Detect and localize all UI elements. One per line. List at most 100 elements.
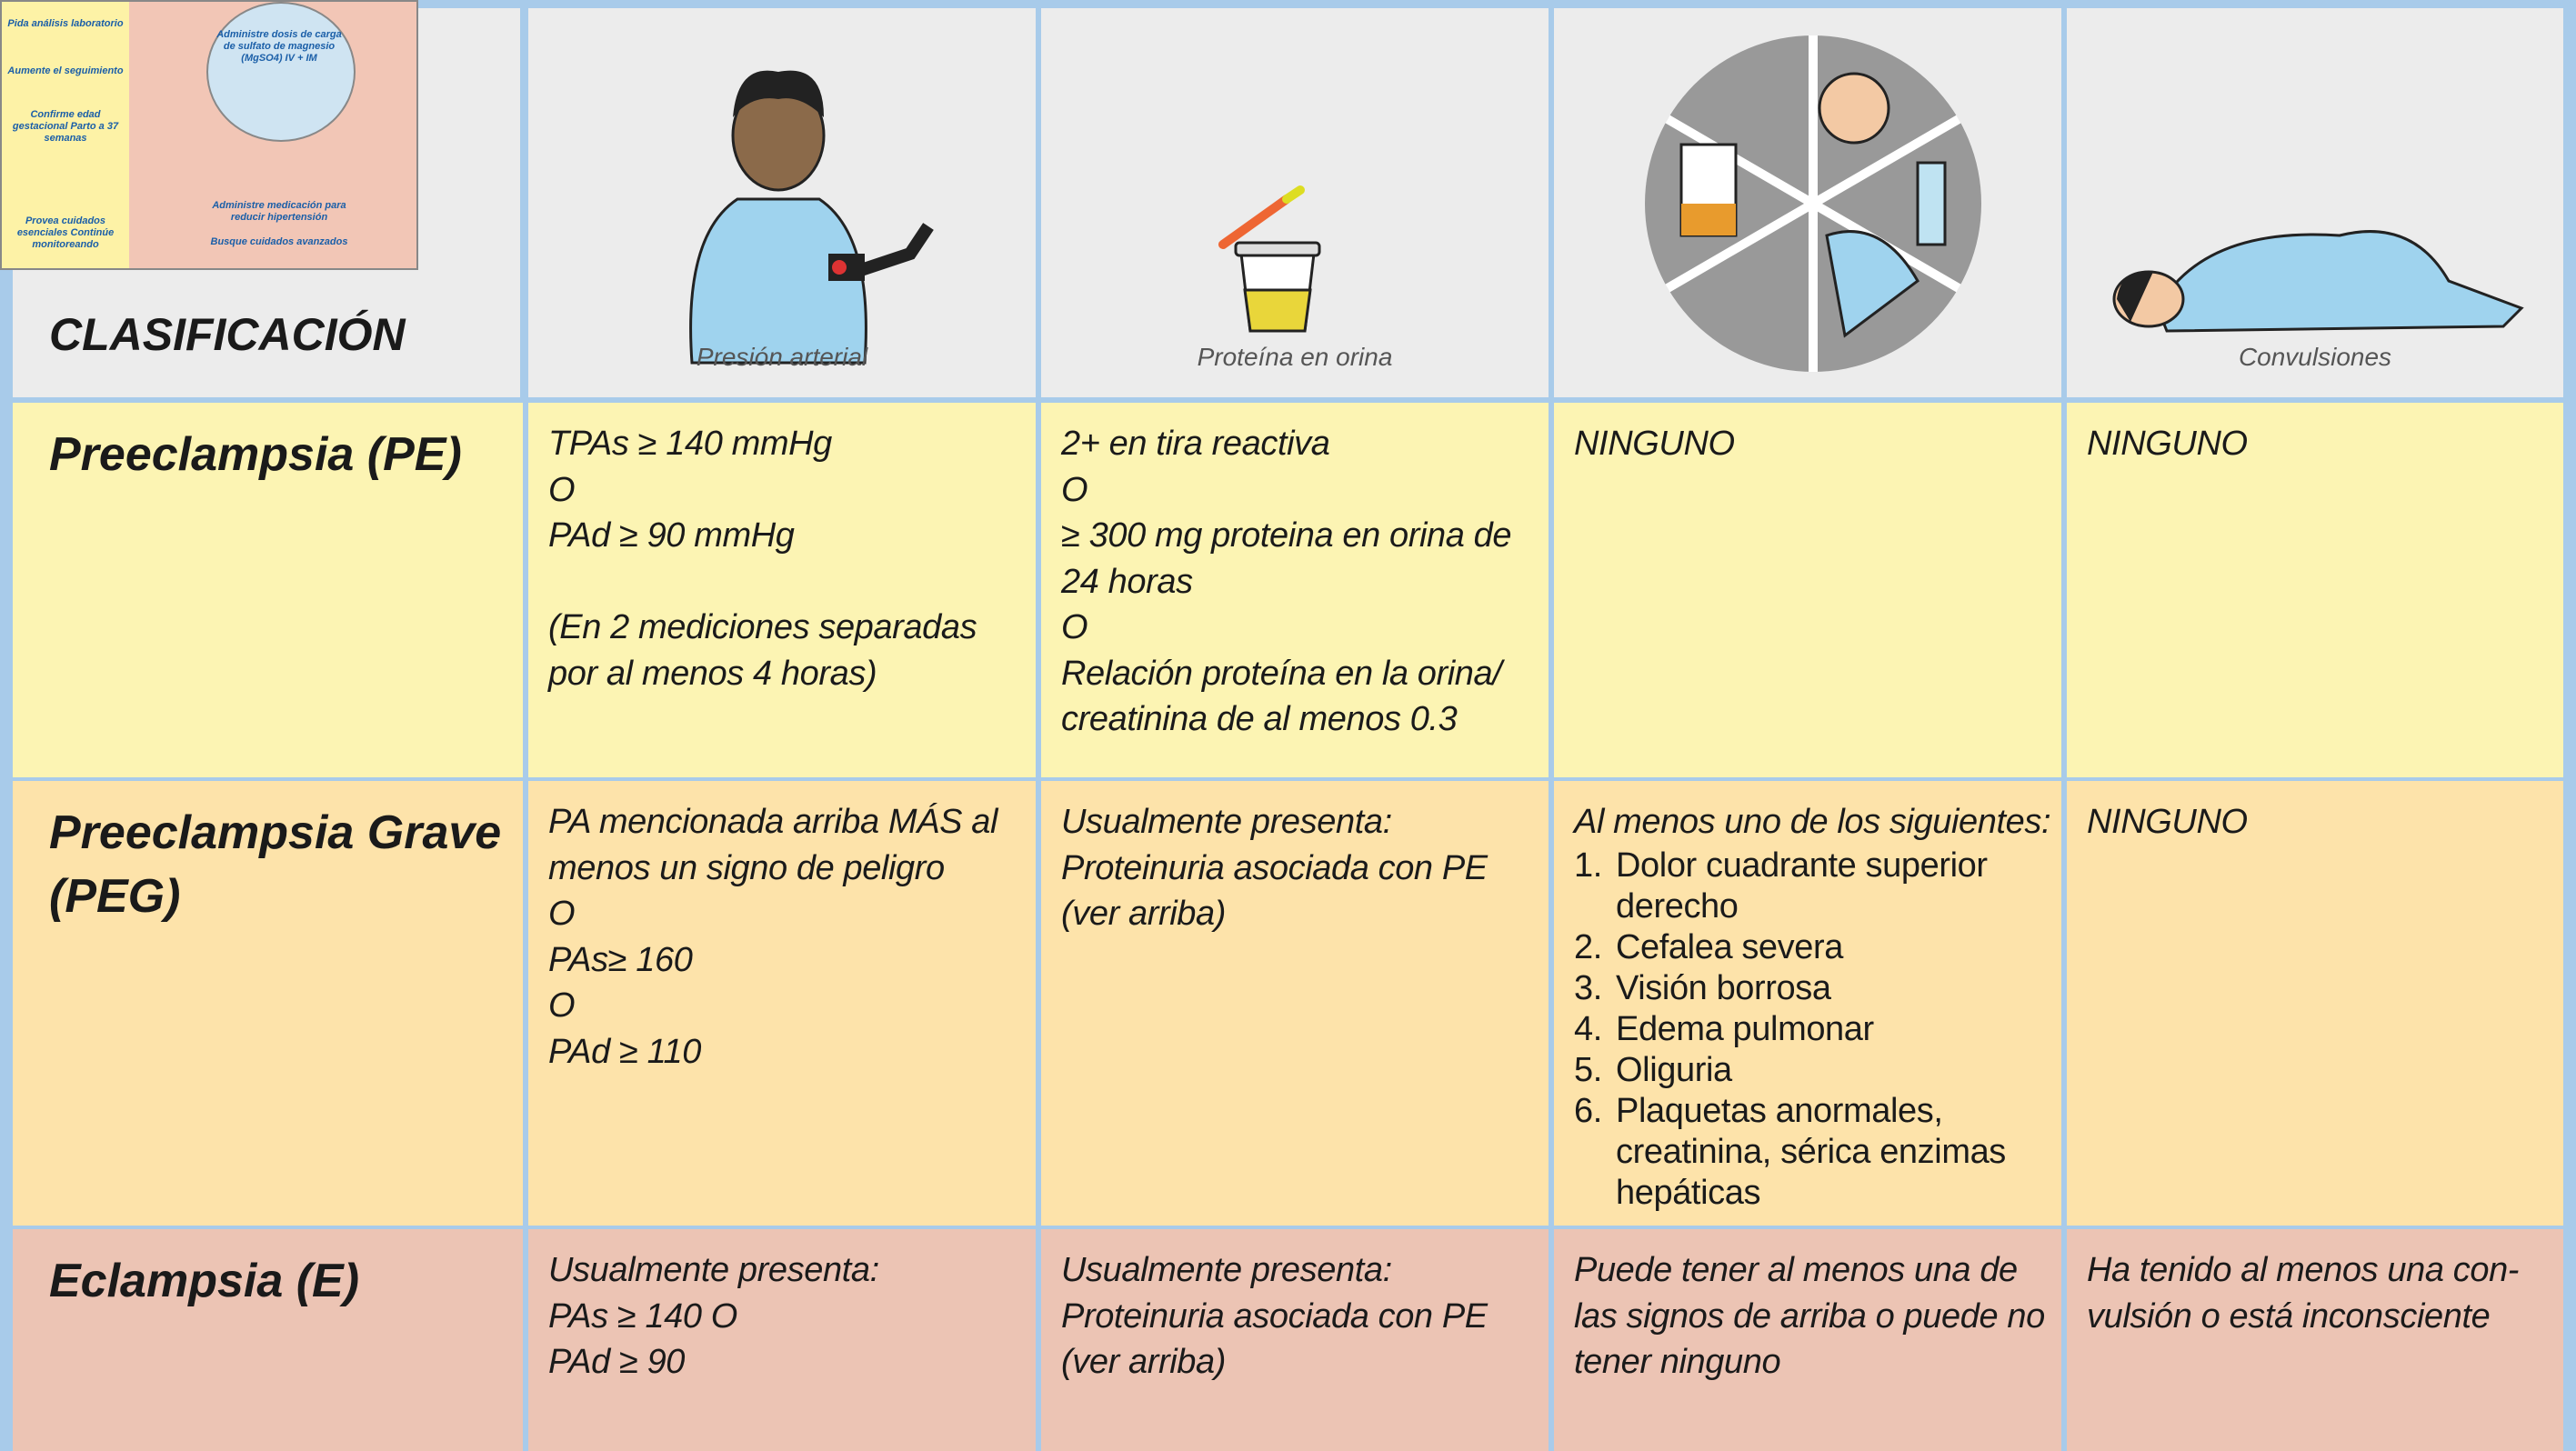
text-line: (ver arriba) [1061,1343,1227,1381]
table-cell: 2+ en tira reactiva O ≥ 300 mg proteina en… [1041,403,1549,777]
paragraph: PA mencionada arriba MÁS al menos un sign… [548,799,1036,1075]
list-item: 2. Cefalea severa [1574,927,2061,968]
table-cell: Usualmente presenta: PAs ≥ 140 O PAd ≥ 90 [528,1229,1036,1451]
text-line: PAs ≥ 140 O [548,1296,737,1336]
paragraph: TPAs ≥ 140 mmHg O PAd ≥ 90 mmHg [548,421,1036,559]
thumbnail-text: Provea cuidados esenciales Continúe moni… [16,215,115,250]
text-line: (En 2 mediciones separadas [548,608,977,646]
thumbnail-text: Administre dosis de carga de sulfato de … [216,29,342,64]
paragraph: Al menos uno de los siguientes: [1574,799,2061,846]
text-line: creatinina, sérica enzimas [1616,1132,2006,1171]
row-label: Eclampsia (E) [49,1255,360,1307]
text-line: NINGUNO [2087,803,2248,841]
table-cell: Usualmente presenta: Proteinuria asociada… [1041,1229,1549,1451]
list-number: 4. [1574,1009,1602,1048]
list-item: 6. Plaquetas anormales, creatinina, sérica… [1574,1091,2061,1214]
header-cell [1554,8,2061,397]
text-line: 24 horas [1061,562,1193,601]
caption: Proteína en orina [1197,343,1393,371]
classification-heading: CLASIFICACIÓN [49,309,406,360]
text-line: Visión borrosa [1616,968,1831,1007]
paragraph: (En 2 mediciones separadas por al menos 4… [548,605,1036,696]
header-cell: Proteína en orina [1041,8,1549,397]
table-cell: Ha tenido al menos una con-vulsión o est… [2067,1229,2563,1451]
table-cell: NINGUNO [1554,403,2061,777]
urine-illustration [1218,185,1321,333]
text-line: derecho [1616,886,1739,926]
text-line: TPAs ≥ 140 mmHg [548,425,832,463]
danger-signs-illustration [1645,35,1981,372]
text-line: Usualmente presenta: [1061,1251,1392,1289]
header-cell: Convulsiones [2067,8,2563,397]
list-item: 1. Dolor cuadrante superior derecho [1574,846,2061,927]
text-line: Cefalea severa [1616,927,1843,966]
text-line: O [548,470,576,509]
thumbnail-text: Pida análisis laboratorio [7,18,124,29]
paragraph: Usualmente presenta: Proteinuria asociada… [1061,1247,1549,1386]
thumbnail-text: Aumente el seguimiento [7,65,124,76]
caption: Presión arterial [696,343,868,371]
text-line: Oliguria [1616,1050,1732,1089]
list-number: 1. [1574,846,1602,885]
paragraph: Ha tenido al menos una con-vulsión o est… [2087,1247,2563,1339]
text-line: las signos de arriba o puede no [1574,1296,2045,1336]
paragraph: Usualmente presenta: Proteinuria asociada… [1061,799,1549,937]
text-line: Relación proteína en la orina/ [1061,654,1502,693]
text-line: Puede tener al menos una de [1574,1251,2018,1289]
thumbnail-circle [206,2,356,142]
text-line: O [1061,470,1088,509]
text-line: PAd ≥ 90 [548,1343,686,1381]
text-line: Usualmente presenta: [1061,803,1392,841]
table-cell: PA mencionada arriba MÁS al menos un sign… [528,781,1036,1226]
list-text: Edema pulmonar [1616,1009,1874,1050]
table-cell: Puede tener al menos una de las signos de… [1554,1229,2061,1451]
text-line: tener ninguno [1574,1343,1781,1381]
table-cell: NINGUNO [2067,781,2563,1226]
text-line: (ver arriba) [1061,895,1227,933]
list-item: 3. Visión borrosa [1574,968,2061,1009]
text-line: O [548,895,576,933]
text-line: por al menos 4 horas) [548,654,877,693]
paragraph: Puede tener al menos una de las signos de… [1574,1247,2061,1386]
table-cell: Al menos uno de los siguientes: 1. Dolor c… [1554,781,2061,1226]
table-cell: TPAs ≥ 140 mmHg O PAd ≥ 90 mmHg (En 2 medic… [528,403,1036,777]
row-label-cell: Eclampsia (E) [13,1229,523,1451]
text-line: PAd ≥ 90 mmHg [548,516,795,555]
text-line: Proteinuria asociada con PE [1061,848,1488,887]
text-line: O [548,986,576,1025]
row-label: (PEG) [49,870,181,923]
text-line: NINGUNO [1574,425,1735,463]
list-number: 3. [1574,968,1602,1007]
text-line: Dolor cuadrante superior [1616,846,1988,885]
table-cell: NINGUNO [2067,403,2563,777]
text-line: O [1061,608,1088,646]
text-line: menos un signo de peligro [548,848,945,887]
text-line: Al menos uno de los siguientes: [1574,803,2051,841]
list-number: 2. [1574,927,1602,966]
row-label: Preeclampsia Grave [49,806,502,859]
list-text: Plaquetas anormales, creatinina, sérica e… [1616,1091,2006,1214]
paragraph: 2+ en tira reactiva O ≥ 300 mg proteina en… [1061,421,1549,743]
text-line: 2+ en tira reactiva [1061,425,1330,463]
text-line: NINGUNO [2087,425,2248,463]
list-text: Oliguria [1616,1050,1732,1091]
paragraph: NINGUNO [2087,421,2563,467]
row-label: Preeclampsia (PE) [49,428,462,481]
caption: Convulsiones [2238,343,2392,371]
list-text: Dolor cuadrante superior derecho [1616,846,1988,927]
text-line: Ha tenido al menos una con- [2087,1251,2520,1289]
thumbnail-column [2,2,129,268]
text-line: hepáticas [1616,1173,1761,1212]
paragraph: NINGUNO [1574,421,2061,467]
text-line: Usualmente presenta: [548,1251,879,1289]
row-label-cell: Preeclampsia (PE) [13,403,523,777]
thumbnail: Pida análisis laboratorio Aumente el seg… [0,0,418,270]
text-line: Plaquetas anormales, [1616,1091,1943,1130]
text-line: PA mencionada arriba MÁS al [548,803,997,841]
list-number: 6. [1574,1091,1602,1130]
list-text: Visión borrosa [1616,968,1831,1009]
row-label-cell: Preeclampsia Grave (PEG) [13,781,523,1226]
list-item: 4. Edema pulmonar [1574,1009,2061,1050]
text-line: Edema pulmonar [1616,1009,1874,1048]
